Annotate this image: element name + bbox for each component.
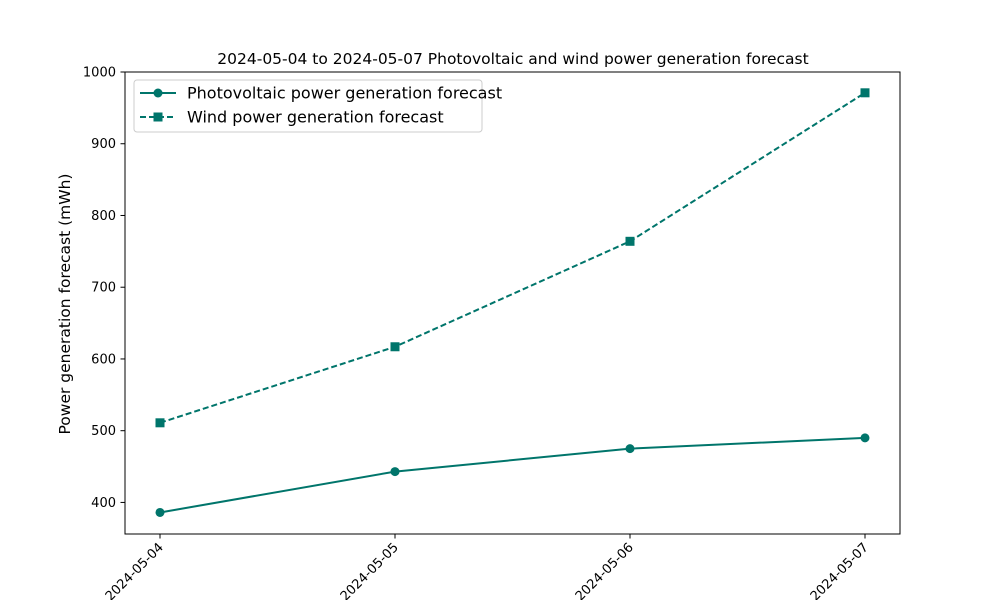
data-point bbox=[390, 342, 400, 352]
data-point bbox=[860, 433, 870, 443]
y-tick-label: 400 bbox=[91, 496, 116, 511]
chart-title: 2024-05-04 to 2024-05-07 Photovoltaic an… bbox=[217, 50, 808, 68]
y-tick-label: 500 bbox=[91, 424, 116, 439]
series-1 bbox=[155, 88, 870, 428]
series-0 bbox=[155, 433, 870, 517]
data-point bbox=[625, 444, 635, 454]
legend-box bbox=[133, 79, 483, 133]
y-tick-label: 900 bbox=[91, 137, 116, 152]
data-point bbox=[155, 507, 165, 517]
data-point bbox=[860, 88, 870, 98]
legend-marker-0 bbox=[153, 88, 163, 98]
data-point bbox=[155, 418, 165, 428]
data-point bbox=[390, 467, 400, 477]
y-axis-title: Power generation forecast (mWh) bbox=[56, 174, 74, 435]
data-point bbox=[625, 236, 635, 246]
legend-marker-1 bbox=[153, 112, 163, 122]
series-line bbox=[159, 91, 866, 424]
series-layer bbox=[155, 88, 870, 517]
plot-frame bbox=[124, 71, 901, 535]
y-tick-label: 700 bbox=[91, 281, 116, 296]
y-tick-label: 1000 bbox=[83, 66, 116, 81]
legend: Photovoltaic power generation forecast Wi… bbox=[133, 79, 502, 133]
legend-label-0: Photovoltaic power generation forecast bbox=[187, 84, 502, 103]
legend-label-1: Wind power generation forecast bbox=[187, 108, 444, 127]
y-tick-label: 600 bbox=[91, 352, 116, 367]
y-tick-label: 800 bbox=[91, 209, 116, 224]
series-line bbox=[159, 436, 866, 514]
